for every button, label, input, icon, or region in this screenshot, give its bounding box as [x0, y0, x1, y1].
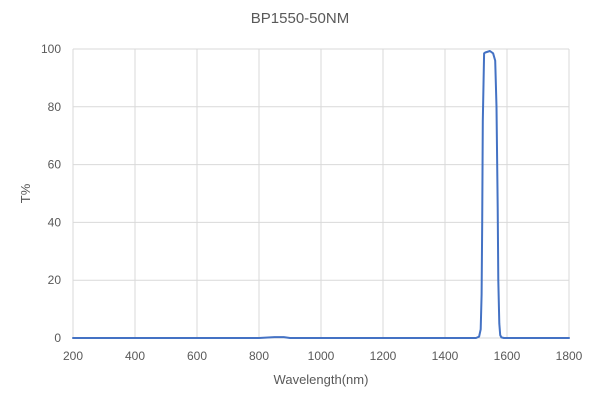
x-tick-label: 1800 — [556, 349, 583, 363]
x-tick-label: 400 — [125, 349, 145, 363]
y-tick-label: 20 — [48, 273, 62, 287]
x-tick-label: 800 — [249, 349, 269, 363]
x-tick-label: 1200 — [370, 349, 397, 363]
y-tick-label: 100 — [41, 42, 61, 56]
y-tick-label: 0 — [54, 331, 61, 345]
y-tick-label: 80 — [48, 100, 62, 114]
y-tick-label: 60 — [48, 158, 62, 172]
chart-title: BP1550-50NM — [250, 10, 350, 27]
y-axis-label: T% — [18, 183, 33, 203]
x-tick-label: 600 — [187, 349, 207, 363]
y-tick-label: 40 — [48, 215, 62, 229]
x-tick-label: 1000 — [308, 349, 335, 363]
transmission-curve — [72, 50, 570, 339]
x-tick-label: 1600 — [494, 349, 521, 363]
x-axis-label: Wavelength(nm) — [274, 372, 369, 387]
x-tick-label: 200 — [63, 349, 83, 363]
x-tick-label: 1400 — [432, 349, 459, 363]
